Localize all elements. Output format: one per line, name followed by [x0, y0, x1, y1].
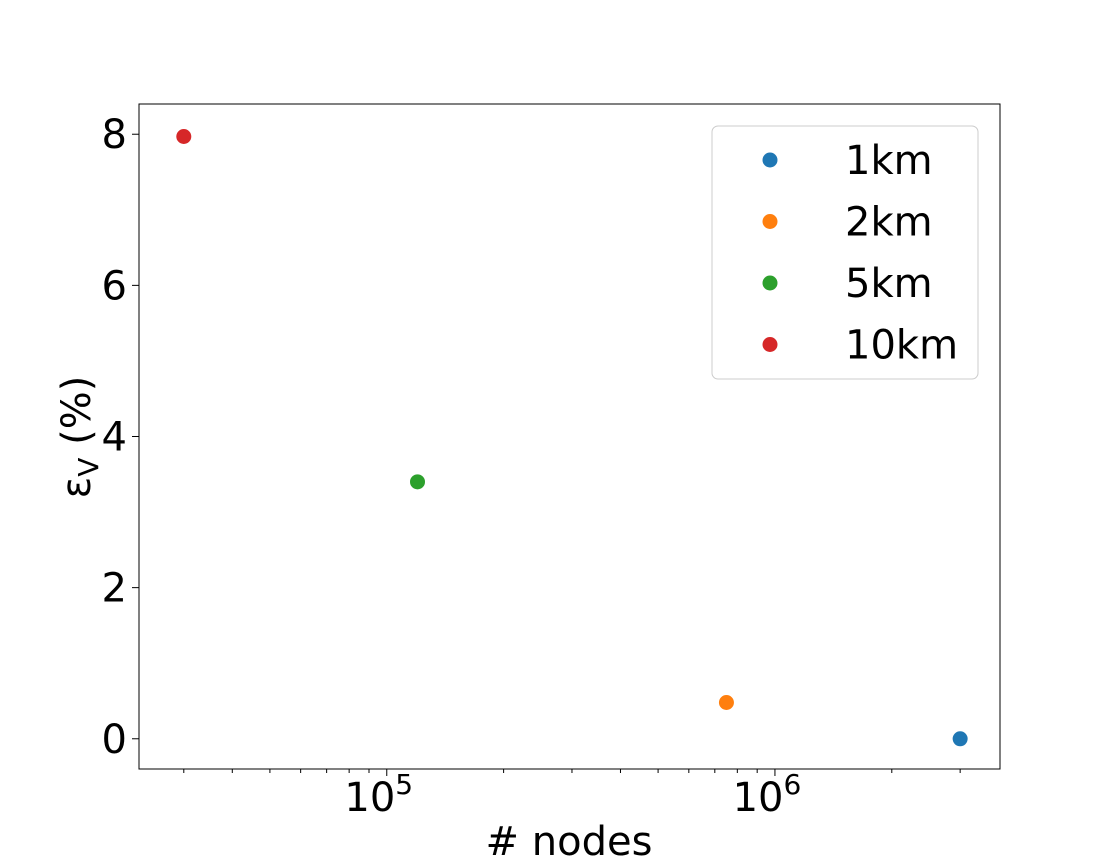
legend: 1km 2km 5km 10km: [711, 125, 979, 380]
legend-marker-10km: [762, 337, 778, 352]
legend-marker-2km: [762, 214, 778, 229]
x-axis-label: # nodes: [486, 819, 653, 864]
data-point-5km: [409, 474, 425, 490]
y-tick-label: 4: [102, 415, 127, 461]
data-point-1km: [952, 731, 968, 747]
y-tick-label: 8: [102, 112, 127, 158]
y-tick-label: 6: [102, 263, 127, 309]
data-point-2km: [718, 695, 734, 710]
legend-marker-1km: [762, 152, 778, 168]
legend-label-5km: 5km: [845, 261, 933, 307]
x-axis-ticks: 105 106: [183, 768, 961, 821]
legend-marker-5km: [762, 275, 778, 291]
x-tick-label: 106: [733, 768, 802, 821]
data-point-10km: [176, 128, 192, 144]
legend-label-10km: 10km: [845, 323, 958, 369]
y-tick-label: 2: [102, 566, 127, 612]
y-tick-label: 0: [102, 717, 127, 763]
y-axis-label: εV (%): [54, 376, 105, 499]
data-points: [176, 128, 968, 747]
y-axis-ticks: 0 2 4 6 8: [102, 112, 139, 763]
legend-label-2km: 2km: [845, 200, 933, 246]
plot-frame: [138, 103, 1001, 770]
legend-label-1km: 1km: [845, 138, 933, 184]
x-tick-label: 105: [344, 768, 413, 821]
legend-box: [711, 125, 979, 380]
